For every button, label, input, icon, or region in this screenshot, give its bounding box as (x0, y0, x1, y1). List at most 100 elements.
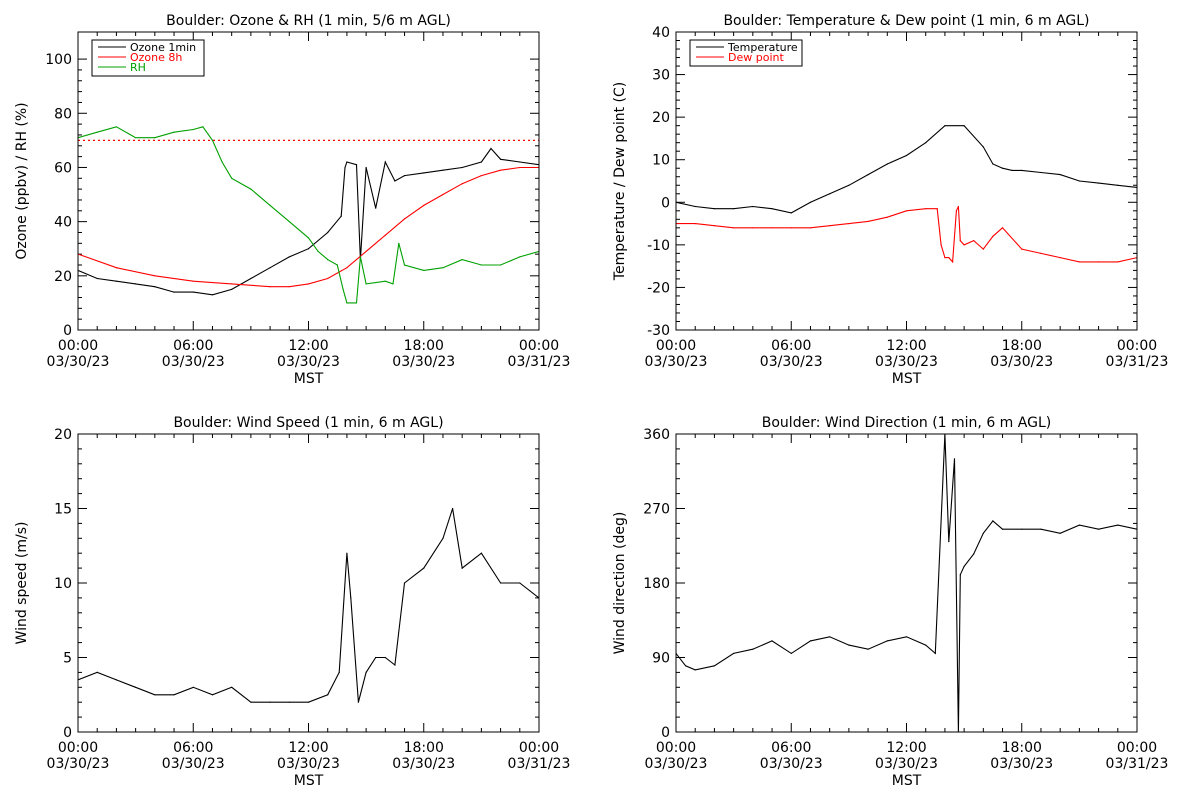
series-line-ozone-8h (78, 166, 539, 288)
x-tick-date-label: 03/30/23 (162, 354, 225, 370)
legend-label: Ozone 1min (130, 41, 196, 54)
data-point (154, 694, 156, 696)
x-tick-date-label: 03/31/23 (1106, 756, 1169, 772)
data-point (957, 205, 960, 208)
data-point (790, 212, 792, 214)
x-tick-label: 06:00 (771, 740, 811, 756)
data-point (211, 294, 214, 296)
data-point (519, 166, 521, 169)
chart-title: Boulder: Ozone & RH (1 min, 5/6 m AGL) (166, 13, 451, 29)
data-point (357, 701, 359, 703)
data-point (135, 137, 137, 139)
x-tick-date-label: 03/30/23 (392, 354, 455, 370)
x-tick-date-label: 03/30/23 (875, 756, 938, 772)
data-point (905, 210, 908, 212)
data-point (948, 257, 950, 259)
data-point (365, 283, 367, 285)
y-tick-label: -30 (647, 323, 670, 339)
y-axis-label: Wind direction (deg) (612, 512, 628, 655)
y-tick-label: -10 (647, 238, 670, 254)
data-point (96, 131, 98, 133)
data-point (713, 208, 716, 210)
data-point (809, 640, 812, 642)
data-point (394, 180, 396, 182)
data-point (442, 267, 444, 269)
y-tick-label: 360 (643, 427, 670, 443)
data-point (1011, 169, 1013, 171)
data-point (848, 184, 850, 186)
x-axis-label: MST (892, 371, 922, 387)
x-tick-label: 18:00 (404, 338, 444, 354)
data-point (115, 679, 117, 681)
y-axis-label: Wind speed (m/s) (14, 522, 30, 645)
x-tick-label: 18:00 (1002, 740, 1042, 756)
x-tick-label: 18:00 (1002, 338, 1042, 354)
data-point (944, 257, 946, 259)
data-point (307, 701, 310, 703)
data-point (992, 520, 994, 522)
x-tick-date-label: 03/30/23 (875, 354, 938, 370)
data-point (1001, 167, 1004, 169)
data-point (250, 188, 252, 190)
data-point (202, 126, 204, 128)
chart-panel-4: Boulder: Wind Direction (1 min, 6 m AGL)… (612, 415, 1168, 789)
data-point (848, 644, 850, 646)
data-point (365, 671, 367, 674)
data-point (250, 277, 252, 280)
data-point (403, 218, 406, 220)
data-point (480, 175, 482, 177)
data-point (365, 166, 367, 169)
data-point (307, 237, 310, 239)
data-point (192, 280, 194, 282)
y-tick-label: 40 (652, 25, 670, 41)
data-point (96, 671, 98, 674)
data-point (1059, 257, 1061, 259)
series-line-temperature (676, 125, 1137, 214)
data-point (288, 286, 290, 288)
data-point (925, 142, 927, 144)
x-tick-label: 00:00 (519, 338, 559, 354)
data-point (344, 166, 346, 169)
x-tick-label: 06:00 (771, 338, 811, 354)
data-point (848, 223, 850, 225)
data-point (480, 264, 482, 266)
data-point (905, 636, 908, 638)
data-point (96, 277, 98, 280)
data-point (1040, 171, 1042, 174)
data-point (307, 283, 310, 285)
data-point (135, 283, 137, 285)
data-point (346, 302, 348, 304)
plot-area (78, 507, 539, 703)
y-tick-label: 5 (63, 651, 72, 667)
series-line-series-1 (78, 508, 539, 703)
data-point (1098, 528, 1100, 530)
data-point (1059, 174, 1061, 176)
legend-label: Dew point (728, 51, 784, 64)
data-point (403, 264, 406, 266)
data-point (384, 656, 386, 659)
data-point (992, 163, 994, 165)
data-point (173, 291, 175, 293)
y-tick-label: 100 (45, 52, 72, 68)
data-point (480, 552, 482, 554)
data-point (867, 220, 869, 222)
x-tick-date-label: 03/30/23 (392, 756, 455, 772)
x-tick-date-label: 03/30/23 (990, 756, 1053, 772)
y-tick-label: -20 (647, 280, 670, 296)
legend-label: Ozone 8h (130, 51, 182, 64)
data-point (269, 204, 271, 206)
data-point (963, 565, 965, 568)
data-point (192, 291, 194, 293)
data-point (327, 694, 329, 696)
data-point (959, 240, 961, 242)
x-tick-date-label: 03/31/23 (508, 756, 571, 772)
y-tick-label: 20 (54, 269, 72, 285)
data-point (1001, 227, 1004, 229)
legend-label: RH (130, 61, 146, 74)
x-tick-date-label: 03/30/23 (760, 756, 823, 772)
data-point (500, 158, 502, 160)
data-point (442, 169, 444, 171)
data-point (461, 567, 463, 569)
data-point (350, 597, 352, 599)
data-point (771, 208, 773, 210)
